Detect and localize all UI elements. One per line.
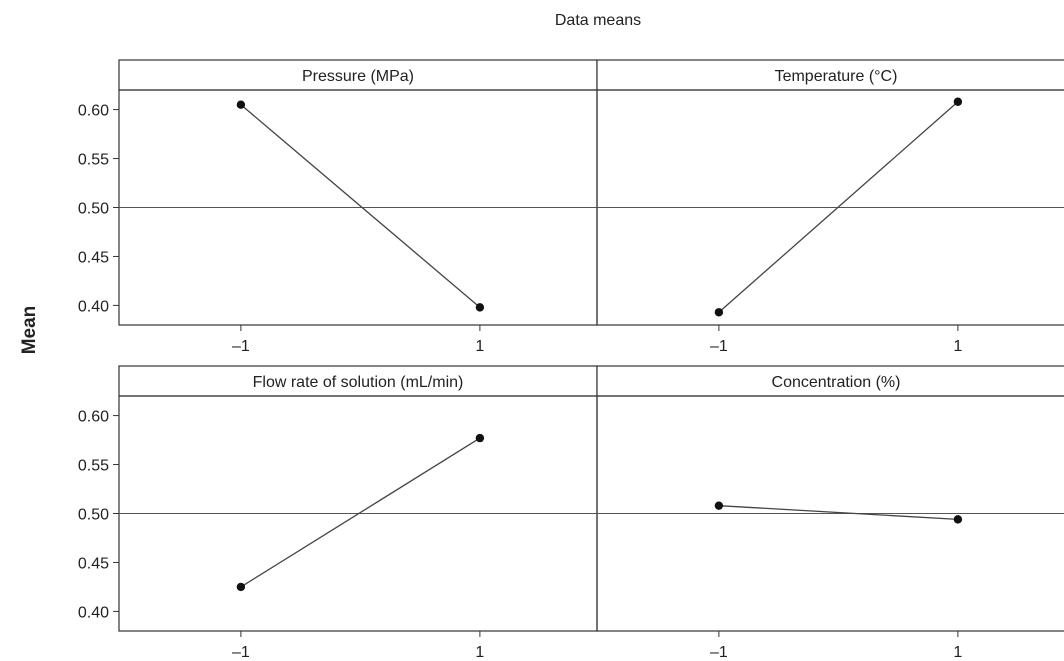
data-point (475, 303, 485, 312)
y-tick-label: 0.45 (78, 555, 109, 572)
series-line (718, 101, 959, 313)
x-tick-label: 1 (953, 644, 962, 661)
panel-header (596, 59, 1064, 91)
y-tick-label: 0.40 (78, 604, 109, 621)
series-line (718, 505, 958, 521)
data-point (236, 100, 246, 109)
x-tick-label: –1 (232, 644, 250, 661)
x-tick-label: –1 (710, 644, 728, 661)
data-point (714, 501, 724, 510)
x-tick-label: –1 (710, 338, 728, 355)
data-point (953, 97, 963, 106)
data-point (475, 433, 485, 443)
x-tick-label: 1 (953, 338, 962, 355)
data-point (236, 582, 246, 592)
panel-title: Concentration (%) (772, 374, 901, 391)
data-point (953, 515, 963, 524)
panel-title: Temperature (°C) (775, 68, 898, 85)
y-tick-label: 0.40 (78, 298, 109, 315)
panel-title: Pressure (MPa) (302, 68, 414, 85)
y-tick-label: 0.60 (78, 103, 109, 120)
y-tick-label: 0.50 (78, 201, 109, 218)
y-tick-label: 0.45 (78, 249, 109, 266)
panel-header (596, 365, 1064, 397)
y-tick-label: 0.60 (78, 409, 109, 426)
y-tick-label: 0.55 (78, 458, 109, 475)
panel-title: Flow rate of solution (mL/min) (253, 374, 464, 391)
chart-title: Data means (554, 12, 642, 29)
y-tick-label: 0.55 (78, 152, 109, 169)
series-line (240, 104, 481, 308)
x-tick-label: –1 (232, 338, 250, 355)
series-line (240, 437, 481, 588)
panel-header (118, 365, 598, 397)
data-point (714, 308, 724, 317)
y-tick-label: 0.50 (78, 507, 109, 524)
x-tick-label: 1 (475, 644, 484, 661)
x-tick-label: 1 (475, 338, 484, 355)
